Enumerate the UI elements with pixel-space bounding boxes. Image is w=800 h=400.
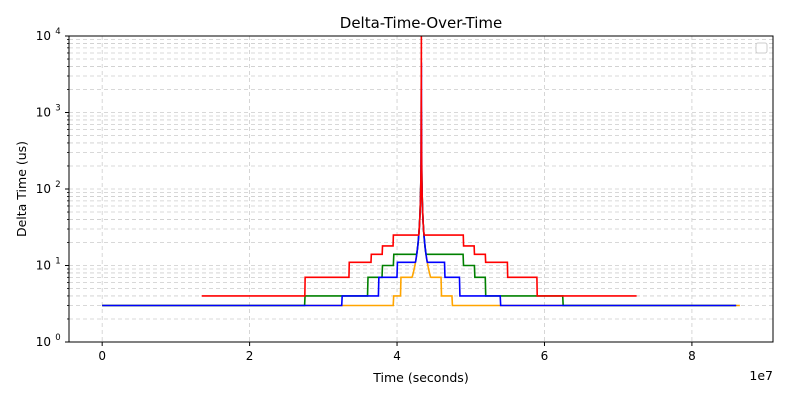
x-tick-label: 0 [98,349,106,363]
y-axis-label: Delta Time (us) [14,141,29,237]
y-tick-exponent: 4 [55,27,60,37]
x-tick-label: 6 [541,349,549,363]
y-tick-label: 10 [36,106,51,120]
legend-box [755,42,768,54]
y-tick-exponent: 2 [55,180,60,190]
series-lines [102,35,740,307]
y-tick-exponent: 1 [55,257,60,267]
x-tick-label: 4 [393,349,401,363]
series-line [201,35,637,297]
x-tick-label: 8 [688,349,696,363]
x-axis-offset-label: 1e7 [749,368,773,383]
y-tick-label: 10 [36,182,51,196]
y-tick-label: 10 [36,259,51,273]
y-tick-exponent: 3 [55,104,60,114]
y-tick-exponent: 0 [55,333,60,343]
chart-title: Delta-Time-Over-Time [340,14,502,32]
x-tick-label: 2 [246,349,254,363]
y-tick-label: 10 [36,335,51,349]
x-axis-label: Time (seconds) [372,370,468,385]
axis-ticks: 0 2 4 6 8 10 0 10 1 10 2 10 3 10 4 [36,27,696,363]
y-tick-label: 10 [36,29,51,43]
